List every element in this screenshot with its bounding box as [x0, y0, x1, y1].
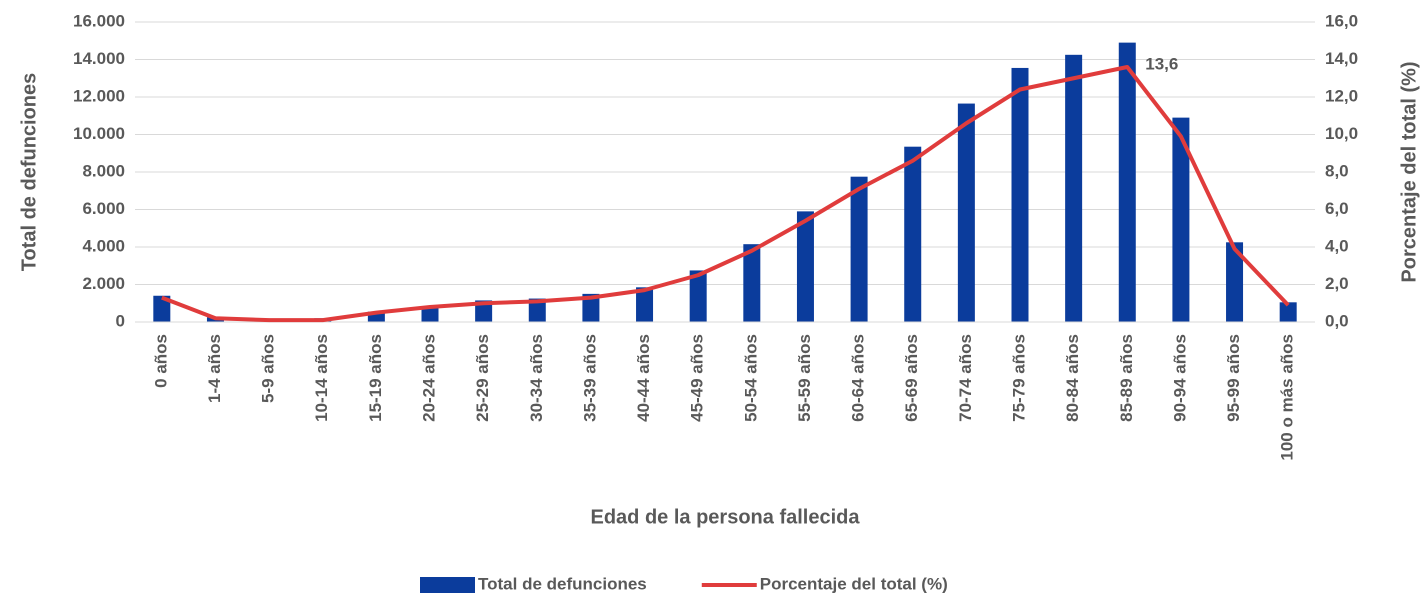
bar — [153, 295, 171, 322]
x-tick-label: 65-69 años — [902, 334, 921, 422]
bar — [582, 293, 600, 322]
x-tick-label: 15-19 años — [366, 334, 385, 422]
y2-tick-label: 2,0 — [1325, 274, 1349, 293]
y2-tick-label: 4,0 — [1325, 236, 1349, 255]
bar — [421, 306, 439, 322]
x-tick-label: 1-4 años — [205, 334, 224, 403]
x-tick-label: 25-29 años — [473, 334, 492, 422]
bar — [1065, 54, 1083, 322]
y-tick-label: 2.000 — [82, 274, 125, 293]
bar — [1011, 67, 1029, 322]
x-tick-label: 90-94 años — [1170, 334, 1189, 422]
legend-label: Porcentaje del total (%) — [760, 574, 948, 593]
bar — [528, 298, 546, 322]
x-tick-label: 80-84 años — [1063, 334, 1082, 422]
bar — [475, 300, 493, 322]
x-tick-label: 5-9 años — [259, 334, 278, 403]
y-tick-label: 6.000 — [82, 199, 125, 218]
y-tick-label: 14.000 — [73, 49, 125, 68]
x-tick-label: 95-99 años — [1224, 334, 1243, 422]
x-tick-label: 85-89 años — [1117, 334, 1136, 422]
x-tick-label: 100 o más años — [1278, 334, 1297, 461]
y2-axis-title: Porcentaje del total (%) — [1398, 61, 1420, 282]
y-tick-label: 10.000 — [73, 124, 125, 143]
y-tick-label: 4.000 — [82, 236, 125, 255]
y-tick-label: 12.000 — [73, 86, 125, 105]
y2-tick-label: 0,0 — [1325, 311, 1349, 330]
line — [161, 65, 1290, 323]
x-tick-label: 35-39 años — [580, 334, 599, 422]
x-tick-label: 45-49 años — [688, 334, 707, 422]
bar — [1118, 42, 1136, 322]
y2-tick-label: 14,0 — [1325, 49, 1358, 68]
x-tick-label: 60-64 años — [849, 334, 868, 422]
x-tick-label: 75-79 años — [1009, 334, 1028, 422]
x-tick-label: 40-44 años — [634, 334, 653, 422]
y2-tick-label: 16,0 — [1325, 11, 1358, 30]
y-axis-title: Total de defunciones — [18, 73, 40, 272]
bar — [689, 270, 707, 322]
x-axis-title: Edad de la persona fallecida — [591, 506, 861, 528]
x-tick-label: 20-24 años — [419, 334, 438, 422]
bar — [743, 244, 761, 322]
x-tick-label: 50-54 años — [741, 334, 760, 422]
y-tick-label: 0 — [116, 311, 125, 330]
y2-tick-label: 10,0 — [1325, 124, 1358, 143]
y-tick-label: 16.000 — [73, 11, 125, 30]
bar — [367, 311, 385, 322]
y2-tick-label: 8,0 — [1325, 161, 1349, 180]
bar — [1279, 302, 1297, 322]
bar — [904, 146, 922, 322]
bar — [957, 103, 975, 322]
x-tick-label: 55-59 años — [795, 334, 814, 422]
y2-tick-label: 6,0 — [1325, 199, 1349, 218]
y-tick-label: 8.000 — [82, 161, 125, 180]
x-tick-label: 70-74 años — [956, 334, 975, 422]
x-tick-label: 10-14 años — [312, 334, 331, 422]
data-label: 13,6 — [1145, 54, 1178, 73]
bar — [1226, 242, 1244, 322]
bar — [796, 211, 814, 322]
bar — [636, 287, 654, 322]
x-tick-label: 30-34 años — [527, 334, 546, 422]
bar — [850, 176, 868, 322]
bar — [1172, 117, 1190, 322]
legend-label: Total de defunciones — [478, 574, 647, 593]
x-tick-label: 0 años — [151, 334, 170, 388]
y2-tick-label: 12,0 — [1325, 86, 1358, 105]
legend-swatch — [420, 577, 475, 593]
